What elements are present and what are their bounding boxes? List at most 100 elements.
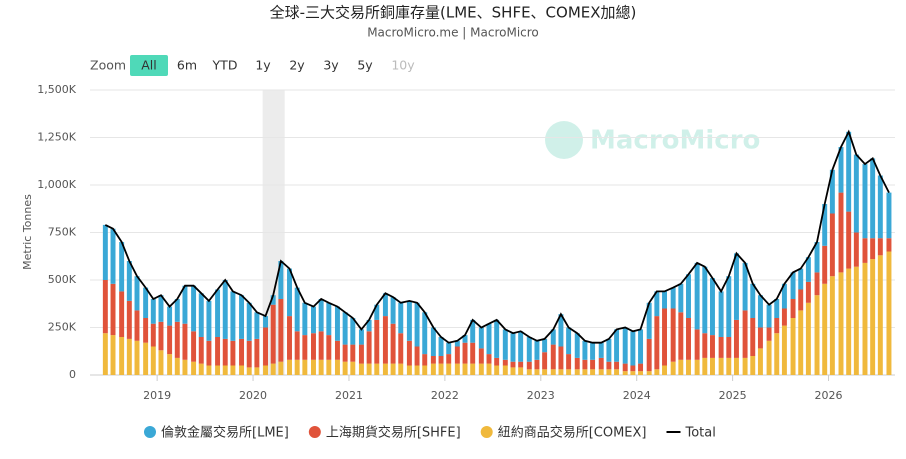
watermark: MacroMicro [545,121,760,159]
legend-label[interactable]: 倫敦金屬交易所[LME] [161,425,289,441]
bar [246,367,252,375]
bar [342,361,348,375]
bar [358,329,364,345]
bar [486,363,492,375]
legend-label[interactable]: 上海期貨交易所[SHFE] [326,425,461,441]
bar [805,302,811,375]
bar [846,131,852,212]
bar [853,266,859,375]
bar [158,295,164,322]
range-button[interactable]: 2y [289,58,305,73]
range-button[interactable]: All [141,58,157,73]
bar [742,262,748,311]
legend-label[interactable]: 紐約商品交易所[COMEX] [498,425,647,441]
bar [454,346,460,364]
bar [191,331,197,362]
y-tick-label: 250K [48,321,77,334]
legend: 倫敦金屬交易所[LME] 上海期貨交易所[SHFE] 紐約商品交易所[COMEX] T… [144,425,716,441]
bar [582,359,588,370]
bar [733,253,739,320]
range-button: 10y [391,58,415,73]
bar [750,283,756,318]
bar [215,337,221,366]
bar [110,228,116,284]
bar [239,338,245,366]
bar [102,333,108,375]
x-tick-label: 2023 [527,389,555,402]
bar [622,363,628,372]
bar [590,359,596,370]
bar [366,331,372,364]
bar [781,308,787,326]
bar [805,281,811,303]
bar [838,147,844,193]
bar [662,365,667,375]
chart-title: 全球-三大交易所銅庫存量(LME、SHFE、COMEX加總) [270,4,637,22]
bar [206,340,212,366]
bar [374,363,380,375]
bar [174,299,180,322]
bar [174,357,180,375]
bar [278,299,284,362]
bar [822,283,828,375]
bar [502,329,508,360]
bar [870,238,876,260]
bar [838,272,844,375]
bar [390,363,396,375]
bar [774,318,780,334]
bar [414,302,420,347]
bar [542,369,548,375]
bar [742,357,748,375]
bar [446,342,452,355]
bar [526,369,532,375]
bar [757,327,763,349]
range-button[interactable]: 3y [323,58,339,73]
bar [334,340,340,360]
legend-marker [308,426,321,438]
bar [158,321,164,351]
bar [534,369,540,375]
x-tick-label: 2021 [335,389,363,402]
bar [406,340,412,366]
range-button[interactable]: 5y [357,58,373,73]
bar [270,295,276,305]
bar [678,283,684,313]
bar [167,306,173,326]
total-line [104,129,890,344]
bar [414,346,420,366]
bar [198,337,204,364]
bar [606,338,612,362]
bar [462,342,468,364]
bar [350,318,356,345]
bar [558,346,564,370]
bar [318,331,324,360]
bar [126,300,132,339]
bar [862,164,868,239]
x-tick-label: 2024 [623,389,651,402]
bar [598,342,604,358]
bar [287,316,292,360]
bar [326,335,332,360]
range-button[interactable]: 6m [177,58,197,73]
range-button[interactable]: YTD [212,58,238,73]
bar [822,245,828,284]
bar [119,337,125,375]
bar [542,352,548,370]
bar [638,363,644,372]
bar [263,365,268,375]
bar [191,285,197,332]
bar [726,276,732,337]
legend-label[interactable]: Total [685,426,716,441]
bar [790,318,796,375]
bar [222,365,228,375]
bar [110,335,116,375]
bar [143,287,149,318]
bar [494,365,500,375]
bar [494,357,500,366]
bar [702,333,708,358]
bar [326,302,332,336]
bar [342,344,348,362]
bar [470,319,476,343]
range-button[interactable]: 1y [255,58,271,73]
bar [398,302,404,334]
